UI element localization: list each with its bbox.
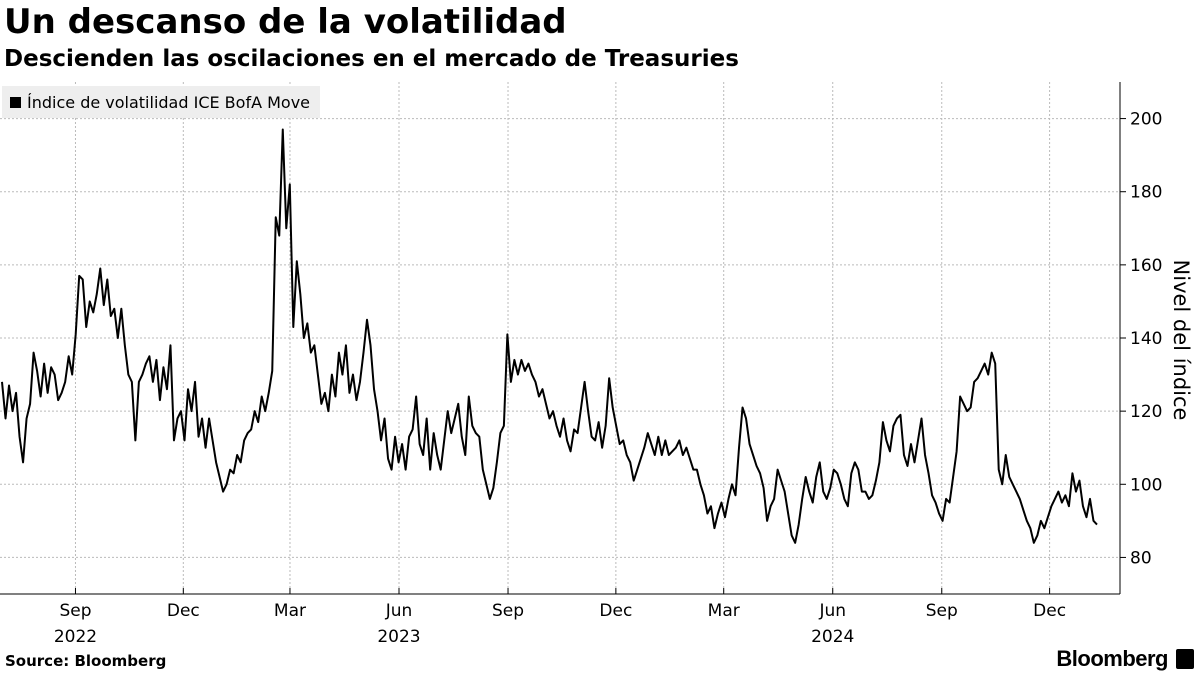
bloomberg-logo: Bloomberg	[1056, 646, 1168, 671]
x-tick-label-dec-5: Dec	[599, 601, 632, 621]
x-tick-label-dec-9: Dec	[1033, 601, 1066, 621]
y-axis-label: Nivel del índice	[1169, 260, 1193, 421]
x-tick-label-mar-2: Mar	[274, 601, 306, 621]
year-label-2024: 2024	[811, 627, 854, 647]
y-tick-label-100: 100	[1130, 475, 1162, 495]
year-label-2022: 2022	[54, 627, 97, 647]
legend-swatch	[10, 96, 21, 108]
year-label-2023: 2023	[377, 627, 420, 647]
x-tick-label-sep-0: Sep	[59, 601, 91, 621]
x-tick-label-sep-8: Sep	[926, 601, 958, 621]
y-tick-label-200: 200	[1130, 110, 1162, 130]
y-tick-label-140: 140	[1130, 329, 1162, 349]
bloomberg-chart-icon	[1176, 649, 1194, 669]
x-tick-label-mar-6: Mar	[708, 601, 740, 621]
y-tick-label-80: 80	[1130, 548, 1152, 568]
x-tick-label-dec-1: Dec	[167, 601, 200, 621]
chart-subtitle: Descienden las oscilaciones en el mercad…	[4, 46, 739, 72]
series-group	[1, 128, 1098, 544]
gridlines	[0, 82, 1120, 594]
y-tick-label-160: 160	[1130, 256, 1162, 276]
y-tick-label-180: 180	[1130, 183, 1162, 203]
x-tick-label-jun-3: Jun	[385, 601, 413, 621]
x-tick-label-jun-7: Jun	[818, 601, 846, 621]
y-tick-label-120: 120	[1130, 402, 1162, 422]
chart-title: Un descanso de la volatilidad	[4, 2, 567, 42]
source-note: Source: Bloomberg	[5, 652, 167, 670]
y-axis: 80 100 120 140 160 180 200	[1119, 82, 1162, 594]
x-axis: Sep Dec Mar Jun Sep Dec Mar Jun Sep Dec 2022 2023 20…	[0, 588, 1120, 647]
x-tick-label-sep-4: Sep	[492, 601, 524, 621]
series-line-move-index	[1, 128, 1098, 544]
legend-label: Índice de volatilidad ICE BofA Move	[27, 92, 311, 112]
legend: Índice de volatilidad ICE BofA Move	[2, 86, 321, 118]
